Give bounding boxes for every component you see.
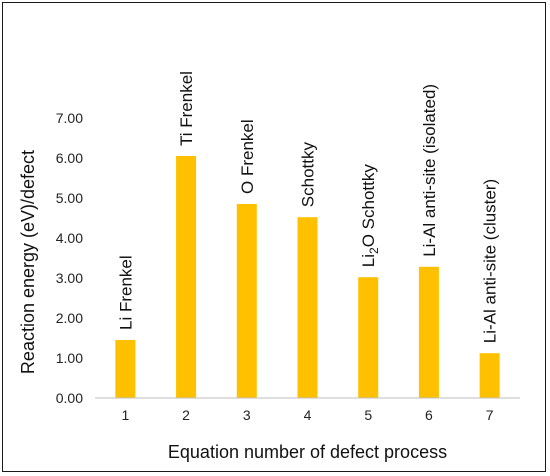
bar-label-text: Ti Frenkel [177, 71, 196, 146]
bar [176, 156, 197, 398]
x-tick-label: 3 [243, 407, 251, 423]
bars [115, 156, 500, 398]
bar-label-text: Li [359, 254, 378, 267]
y-tick-label: 5.00 [56, 190, 83, 206]
bar-label-rest: O Schottky [359, 164, 378, 248]
bar-label: Li Frenkel [116, 255, 135, 330]
bar-label: Li-Al anti-site (cluster) [481, 179, 500, 343]
x-tick-label: 4 [304, 407, 312, 423]
y-tick-label: 4.00 [56, 230, 83, 246]
bar [418, 266, 439, 398]
bar-label-text: O Frenkel [238, 119, 257, 194]
bar [236, 204, 257, 398]
bar [115, 340, 136, 398]
bar [479, 353, 500, 398]
x-axis-title: Equation number of defect process [168, 442, 447, 462]
bar-label: Schottky [299, 142, 318, 208]
bar-label-text: Li-Al anti-site (isolated) [420, 84, 439, 257]
bar [358, 277, 379, 398]
bar-labels: Li Frenkel Ti Frenkel O Frenkel Schottky Li2… [116, 71, 499, 343]
bar-label: Li-Al anti-site (isolated) [420, 84, 439, 257]
y-tick-label: 7.00 [56, 110, 83, 126]
bar-label-subscript: 2 [367, 247, 381, 254]
y-tick-label: 3.00 [56, 270, 83, 286]
x-tick-label: 6 [425, 407, 433, 423]
y-tick-label: 0.00 [56, 390, 83, 406]
y-tick-label: 1.00 [56, 350, 83, 366]
x-axis-ticks: 1 2 3 4 5 6 7 [121, 407, 493, 423]
chart-frame [2, 2, 546, 472]
bar-label: Li2O Schottky [359, 164, 381, 268]
bar-label: Ti Frenkel [177, 71, 196, 146]
y-axis-ticks: 0.00 1.00 2.00 3.00 4.00 5.00 6.00 7.00 [56, 110, 83, 406]
bar-label-text: Li Frenkel [116, 255, 135, 330]
y-axis-title: Reaction energy (eV)/defect [18, 150, 38, 374]
bar-label-text: Schottky [299, 142, 318, 208]
bar-label-text: Li-Al anti-site (cluster) [481, 179, 500, 343]
bar-label: O Frenkel [238, 119, 257, 194]
x-tick-label: 1 [121, 407, 129, 423]
x-tick-label: 5 [364, 407, 372, 423]
x-tick-label: 7 [486, 407, 494, 423]
y-tick-label: 6.00 [56, 150, 83, 166]
bar [297, 217, 318, 398]
x-tick-label: 2 [182, 407, 190, 423]
y-tick-label: 2.00 [56, 310, 83, 326]
